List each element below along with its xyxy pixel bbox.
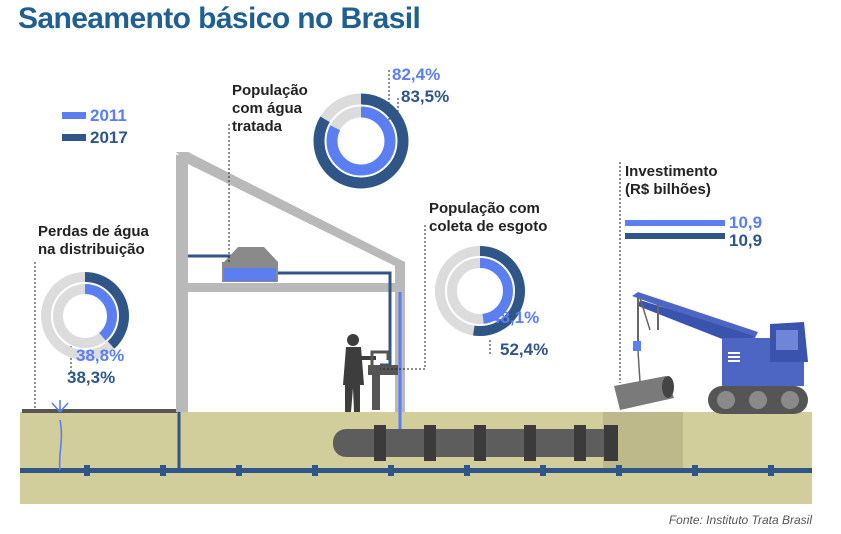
coleta-esgoto-label-line1: População com [429,200,540,217]
donut-arc-2017 [313,93,409,189]
page-title: Saneamento básico no Brasil [18,2,421,35]
legend-swatch-2011 [62,111,86,119]
perdas-agua-label: Perdas de água na distribuição [38,223,149,259]
legend-swatch-2017 [62,133,86,141]
donut-arc-2017 [41,272,129,360]
street-surface [22,409,177,413]
perdas-agua-value-2011: 38,8% [76,346,125,365]
water-main-icon [20,465,812,476]
perdas-agua-label-line2: na distribuição [38,241,145,258]
source-note: Fonte: Instituto Trata Brasil [668,513,812,527]
legend-label-2017: 2017 [90,127,128,147]
investimento-label-line1: Investimento [625,163,718,180]
donut-arc-2011 [447,258,513,324]
investment-bar-2017 [625,233,725,239]
donut-coleta-esgoto [435,246,525,336]
coleta-esgoto-value-2017: 52,4% [500,340,549,359]
donut-arc-2017 [435,246,525,336]
perdas-agua-label-line1: Perdas de água [38,223,149,240]
leak-icon [51,400,69,471]
donut-arc-2011 [53,284,117,348]
legend-item-2017: 2017 [62,126,128,148]
investimento-value-2017: 10,9 [729,231,763,250]
investimento-label: Investimento (R$ bilhões) [625,163,718,199]
donut-agua-tratada [313,93,409,189]
water-tank-icon [222,247,278,282]
crane-icon [614,292,808,414]
legend-label-2011: 2011 [90,105,127,125]
agua-tratada-label: População com água tratada [232,82,308,136]
coleta-esgoto-label: População com coleta de esgoto [429,200,547,236]
donut-arc-2011 [326,106,396,176]
coleta-esgoto-label-line2: coleta de esgoto [429,218,548,235]
investimento-value-2011: 10,9 [729,213,763,232]
agua-tratada-value-2011: 82,4% [392,65,441,84]
agua-tratada-label-line1: População [232,82,308,99]
agua-tratada-label-line2: com água [232,100,303,117]
legend: 2011 2017 [62,104,128,148]
person-at-sink-icon [343,334,398,412]
investimento-label-line2: (R$ bilhões) [625,181,711,198]
coleta-esgoto-value-2011: 48,1% [491,308,540,327]
agua-tratada-label-line3: tratada [232,118,283,135]
agua-tratada-value-2017: 83,5% [401,87,450,106]
legend-item-2011: 2011 [62,104,128,126]
donut-perdas-agua [41,272,129,360]
perdas-agua-value-2017: 38,3% [67,368,116,387]
leader-lines [34,70,621,410]
ground [20,412,812,504]
sewer-pipe-icon [333,425,618,461]
investment-bar-2011 [625,220,725,226]
